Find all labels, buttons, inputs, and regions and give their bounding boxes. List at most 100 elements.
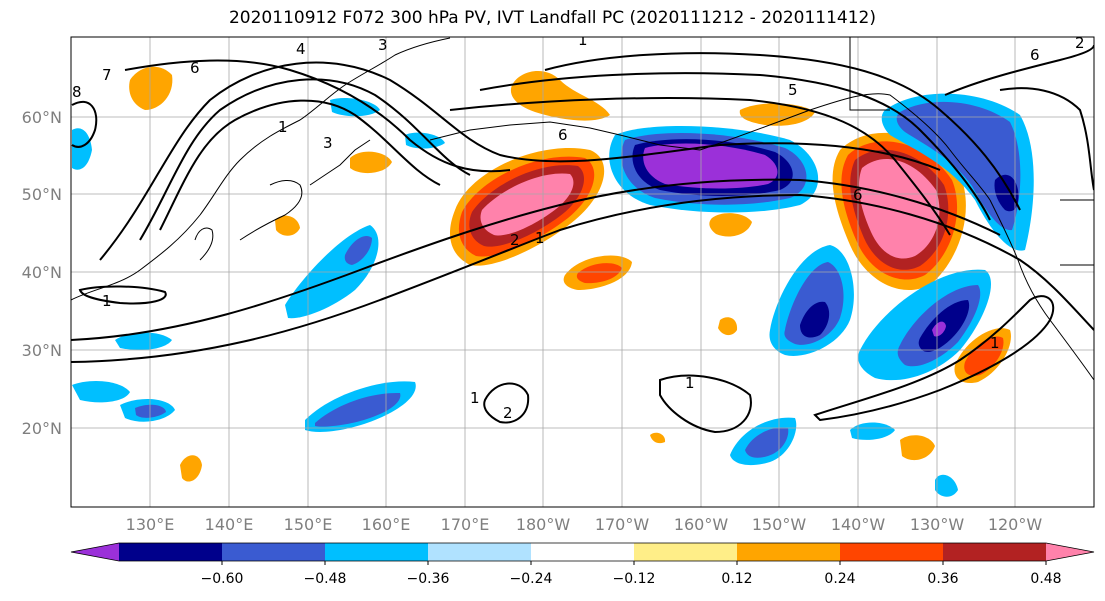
coast-canada-lines [849, 37, 1094, 266]
neg-anomaly-north-small [330, 98, 380, 117]
neg-anomaly-westpac-3-inner [135, 404, 166, 418]
contour-label: 1 [685, 374, 695, 392]
lon-tick-label: 170°E [441, 515, 490, 534]
pos-anomaly-small-d [180, 455, 202, 482]
lat-tick-label: 50°N [22, 185, 62, 204]
contour-label: 6 [1030, 46, 1040, 64]
contour-label: 6 [558, 126, 568, 144]
contour-11 [659, 374, 752, 434]
lat-tick-label: 30°N [22, 341, 62, 360]
colorbar-tick-label: −0.24 [510, 571, 553, 587]
contour-label: 6 [190, 59, 200, 77]
contour-label: 3 [323, 134, 333, 152]
contour-label: 6 [853, 186, 863, 204]
colorbar-tick-label: 0.48 [1030, 571, 1061, 587]
contour-15 [999, 87, 1094, 191]
colorbar-bin [531, 543, 635, 561]
lon-tick-label: 150°W [752, 515, 807, 534]
colorbar-tick-label: −0.48 [304, 571, 347, 587]
contour-label: 7 [102, 66, 112, 84]
colorbar: −0.60 −0.48 −0.36 −0.24 −0.12 0.12 0.24 0.36 0.4… [70, 542, 1095, 587]
pos-anomaly-midocean-small-inner [576, 263, 622, 284]
pos-anomaly-kamchatka [350, 151, 392, 174]
lon-tick-label: 180°W [516, 515, 571, 534]
neg-anomaly-south-east2 [935, 474, 958, 497]
colorbar-bin [840, 543, 944, 561]
figure-title: 2020110912 F072 300 hPa PV, IVT Landfall… [228, 8, 876, 28]
lon-tick-label: 140°W [831, 515, 886, 534]
colorbar-bin [943, 543, 1047, 561]
neg-anomaly-south-east [850, 422, 895, 440]
colorbar-extend-low [71, 543, 119, 561]
coastlines [71, 37, 1094, 381]
contour-10 [813, 295, 1055, 422]
contour-label: 8 [72, 83, 82, 101]
lat-tick-label: 60°N [22, 108, 62, 127]
contour-12 [483, 382, 530, 424]
map-frame [70, 36, 1095, 508]
lon-tick-label: 120°W [988, 515, 1043, 534]
pos-anomaly-small-f [650, 432, 666, 444]
neg-anomaly-northeast-inner [896, 101, 1021, 231]
colorbar-tick-label: −0.12 [613, 571, 656, 587]
lon-tick-label: 160°W [674, 515, 729, 534]
colorbar-tick-label: −0.60 [201, 571, 244, 587]
contour-6 [124, 59, 511, 173]
contour-4 [139, 78, 471, 241]
colorbar-bin [325, 543, 429, 561]
coast-asia [71, 37, 451, 301]
coast-alaska [699, 93, 991, 201]
contour-labels: 7 6 4 3 1 8 3 1 5 6 6 2 1 1 1 2 1 1 6 2 [72, 36, 1085, 422]
contour-14 [944, 44, 1094, 96]
coast-aleutians [429, 121, 701, 151]
contour-label: 1 [535, 229, 545, 247]
lon-axis: 130°E 140°E 150°E 160°E 170°E 180°W 170°… [126, 515, 1043, 534]
colorbar-extend-high [1046, 543, 1094, 561]
pv-contours [71, 44, 1094, 434]
contour-13 [78, 285, 167, 305]
contour-9 [449, 97, 951, 236]
contour-label: 2 [503, 404, 513, 422]
colorbar-outline [70, 542, 1095, 562]
neg-anomaly-japan-inner [344, 235, 372, 265]
contour-3 [99, 61, 941, 261]
contour-7 [544, 52, 1021, 211]
colorbar-tick-label: −0.36 [407, 571, 450, 587]
lat-tick-label: 20°N [22, 419, 62, 438]
pos-anomaly-southeast-inner [964, 336, 1004, 376]
pos-anomaly-small-e [275, 215, 300, 236]
neg-anomaly-south-mid-inner [745, 427, 789, 458]
colorbar-tick-label: 0.24 [824, 571, 855, 587]
contour-label: 5 [788, 81, 798, 99]
colorbar-bin [428, 543, 532, 561]
contour-label: 3 [378, 36, 388, 54]
neg-anomaly-southwest [115, 332, 172, 350]
pos-anomaly-small-a [709, 213, 752, 237]
contour-label: 1 [470, 389, 480, 407]
neg-anomaly-westpac-inner [315, 392, 401, 427]
coast-japan [239, 180, 303, 241]
neg-anomaly-midocean-core [800, 301, 830, 338]
lon-tick-label: 150°E [284, 515, 333, 534]
contour-16 [71, 100, 98, 148]
colorbar-bin [737, 543, 841, 561]
contour-8 [479, 72, 991, 221]
pos-anomaly-north-east [739, 103, 815, 126]
neg-anomaly-central-peak [643, 143, 778, 189]
coast-na-west [989, 199, 1094, 381]
pos-anomaly-east-peak [858, 159, 940, 259]
lat-axis: 60°N 50°N 40°N 30°N 20°N [22, 108, 62, 438]
pos-anomaly-small-c [900, 435, 935, 461]
pos-anomaly-northwest [129, 66, 173, 110]
lon-tick-label: 170°W [595, 515, 650, 534]
contour-label: 1 [990, 334, 1000, 352]
contour-label: 1 [278, 118, 288, 136]
coast-korea [194, 227, 214, 261]
colorbar-tick-label: 0.36 [927, 571, 958, 587]
lat-tick-label: 40°N [22, 263, 62, 282]
contour-2 [71, 178, 1001, 341]
neg-anomaly-west-edge [72, 128, 92, 170]
lon-tick-label: 140°E [205, 515, 254, 534]
lon-tick-label: 130°E [126, 515, 175, 534]
